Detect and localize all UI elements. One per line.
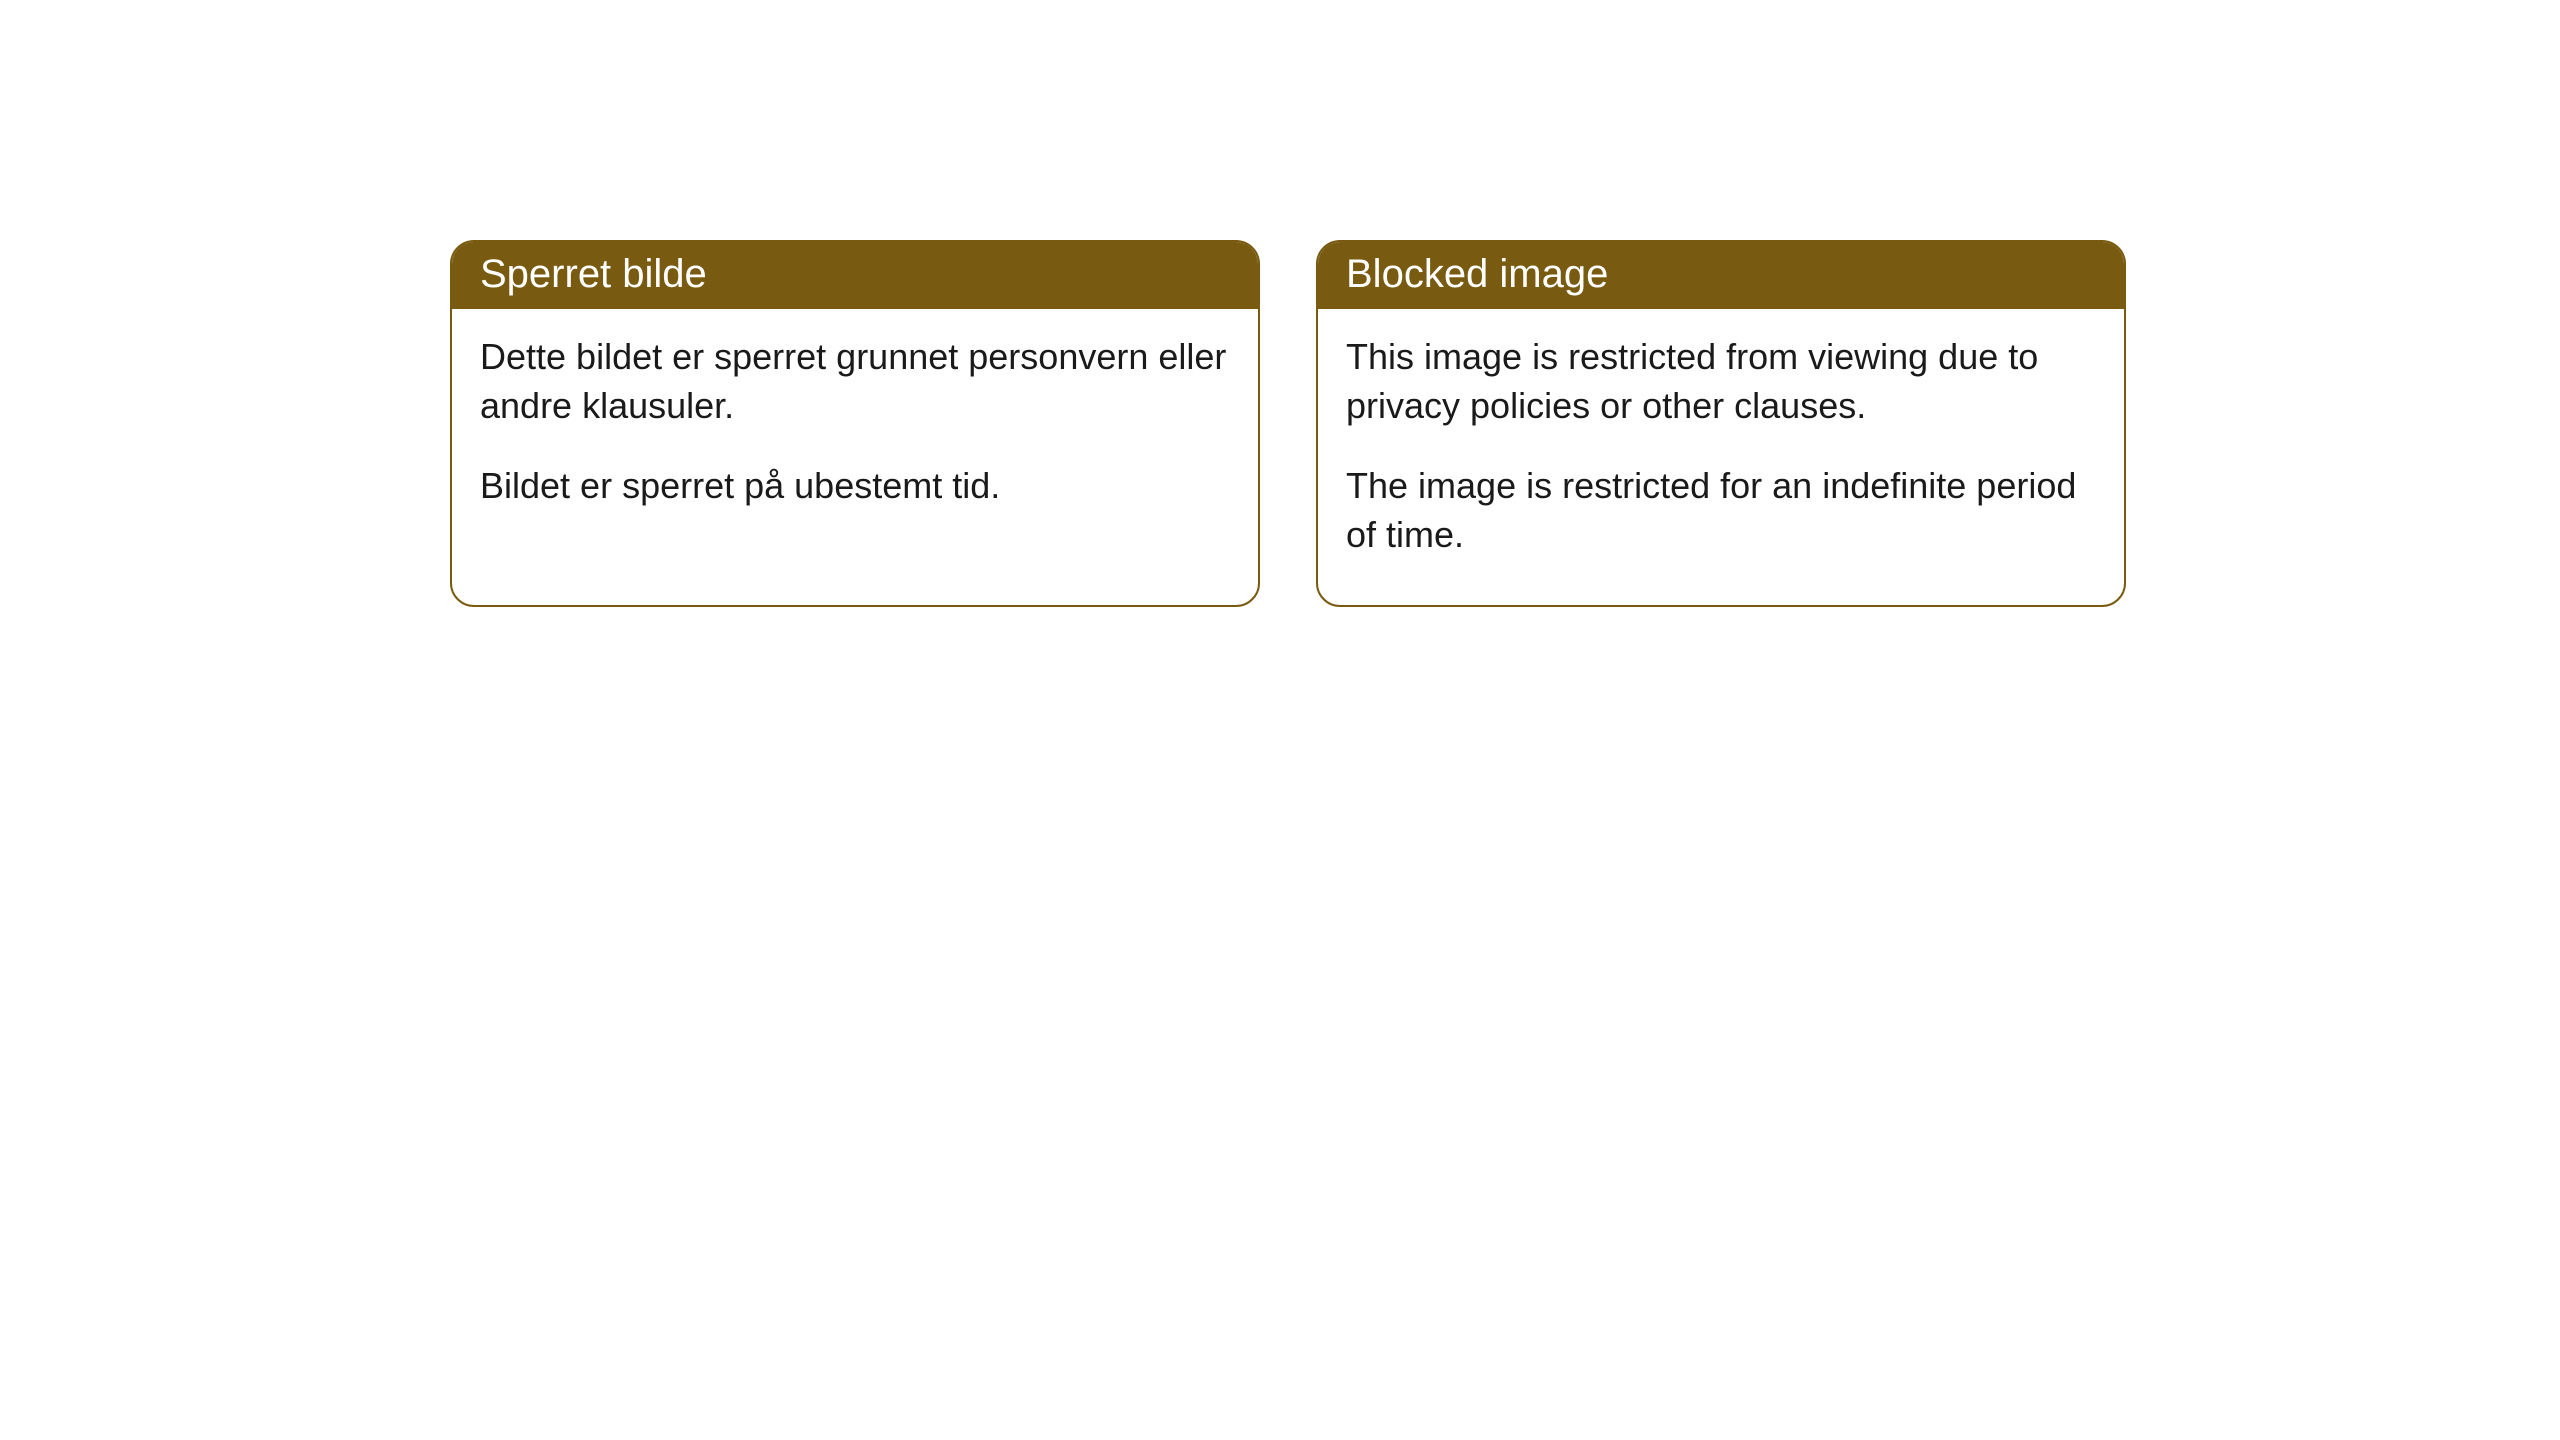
notice-container: Sperret bilde Dette bildet er sperret gr… [450,240,2126,607]
card-header: Blocked image [1318,242,2124,309]
blocked-image-card-no: Sperret bilde Dette bildet er sperret gr… [450,240,1260,607]
card-paragraph: This image is restricted from viewing du… [1346,333,2096,430]
card-paragraph: Dette bildet er sperret grunnet personve… [480,333,1230,430]
blocked-image-card-en: Blocked image This image is restricted f… [1316,240,2126,607]
card-header: Sperret bilde [452,242,1258,309]
card-body: Dette bildet er sperret grunnet personve… [452,309,1258,557]
card-paragraph: Bildet er sperret på ubestemt tid. [480,462,1230,511]
card-body: This image is restricted from viewing du… [1318,309,2124,605]
card-paragraph: The image is restricted for an indefinit… [1346,462,2096,559]
